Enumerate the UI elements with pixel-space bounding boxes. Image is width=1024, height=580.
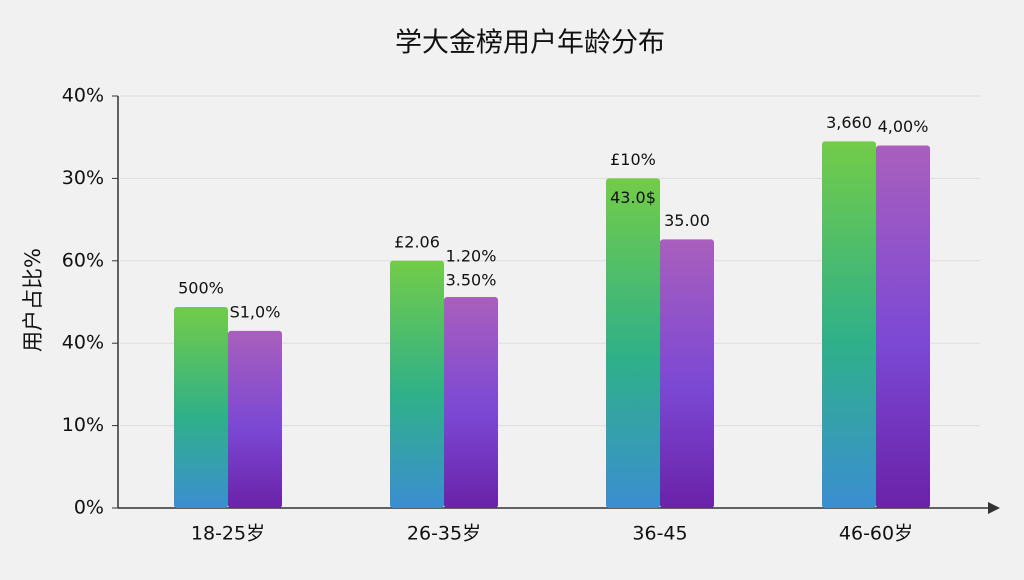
bar xyxy=(660,239,714,508)
x-tick-label: 18-25岁 xyxy=(191,523,265,545)
annotation: 43.0$ xyxy=(610,188,656,207)
y-tick-label: 0% xyxy=(74,497,104,519)
y-tick-label: 60% xyxy=(62,249,104,271)
bar xyxy=(606,178,660,508)
annotation: S1,0% xyxy=(230,302,281,321)
bar xyxy=(822,141,876,508)
annotation: £2.06 xyxy=(394,232,440,251)
bar xyxy=(444,297,498,508)
bar xyxy=(174,306,228,508)
annotation: 3.50% xyxy=(446,271,497,290)
y-tick-label: 40% xyxy=(62,85,104,107)
y-tick-label: 30% xyxy=(62,167,104,189)
annotation: 3,660 xyxy=(826,113,872,132)
bar xyxy=(876,145,930,508)
annotation: 35.00 xyxy=(664,211,710,230)
annotation: 1.20% xyxy=(446,247,497,266)
annotation: £10% xyxy=(610,150,656,169)
y-tick-label: 10% xyxy=(62,414,104,436)
bar xyxy=(228,330,282,508)
y-tick-label: 40% xyxy=(62,332,104,354)
chart-title: 学大金榜用户年龄分布 xyxy=(395,28,665,59)
x-tick-label: 36-45 xyxy=(632,523,687,545)
y-axis-label: 用户占比% xyxy=(21,248,45,352)
x-axis-arrow xyxy=(988,502,1000,514)
annotation: 4,00% xyxy=(878,117,929,136)
x-tick-label: 26-35岁 xyxy=(407,523,481,545)
x-tick-label: 46-60岁 xyxy=(839,523,913,545)
bar xyxy=(390,260,444,508)
annotation: 500% xyxy=(178,278,224,297)
